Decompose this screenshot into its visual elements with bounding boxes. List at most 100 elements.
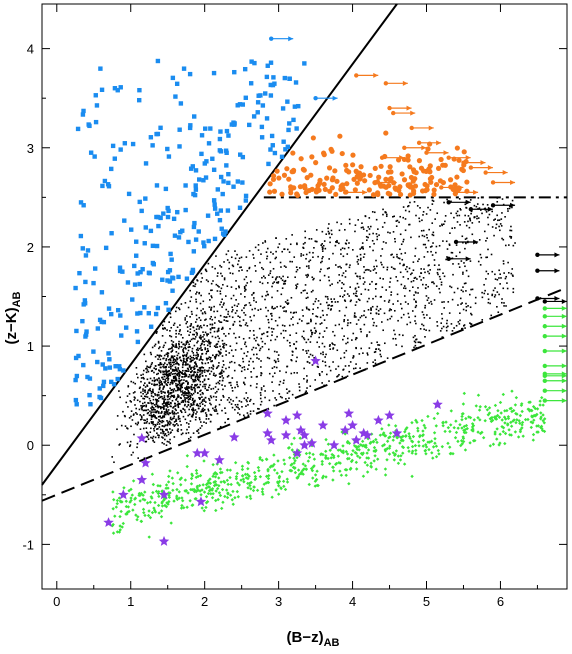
black-point — [173, 421, 176, 423]
black-point — [258, 358, 260, 360]
black-point — [501, 237, 503, 240]
black-point — [354, 288, 357, 290]
black-point — [243, 383, 246, 386]
blue-point — [211, 70, 217, 76]
green-point — [408, 436, 412, 441]
black-point — [170, 379, 173, 382]
black-point — [459, 297, 462, 300]
black-point — [190, 338, 193, 341]
green-point — [230, 498, 234, 502]
black-point — [156, 404, 159, 407]
blue-point — [86, 122, 91, 127]
black-point — [181, 382, 184, 385]
black-point — [348, 242, 350, 244]
black-point — [197, 340, 199, 343]
black-point — [187, 349, 190, 352]
black-point — [271, 285, 273, 288]
green-point — [290, 442, 294, 446]
black-point — [145, 393, 148, 396]
green-point — [501, 392, 505, 397]
black-point — [325, 301, 328, 304]
black-point — [228, 267, 230, 270]
limit-arrows — [269, 36, 567, 404]
black-point — [134, 404, 136, 406]
green-limit-arrowhead — [561, 363, 567, 369]
green-point — [385, 439, 390, 443]
black-point — [258, 349, 261, 352]
blue-point — [154, 183, 160, 188]
black-point — [331, 283, 333, 285]
black-point — [157, 411, 160, 413]
black-point — [204, 312, 207, 315]
black-point — [289, 260, 291, 263]
blue-point — [240, 102, 246, 107]
black-point — [409, 201, 411, 204]
black-point — [502, 238, 505, 241]
black-point — [432, 234, 435, 237]
black-point — [233, 320, 236, 323]
green-point — [211, 492, 215, 496]
black-point — [157, 436, 160, 439]
black-point — [215, 382, 218, 385]
black-point — [182, 351, 185, 354]
green-point — [142, 510, 146, 515]
black-point — [256, 357, 258, 359]
black-point — [222, 377, 225, 379]
black-point — [484, 209, 487, 211]
black-point — [452, 273, 454, 276]
black-point — [190, 356, 193, 359]
green-point — [431, 456, 435, 460]
blue-point — [106, 306, 112, 311]
blue-point — [106, 351, 111, 356]
black-point — [296, 268, 299, 271]
black-point — [495, 223, 498, 226]
orange-point — [405, 182, 411, 188]
black-point — [180, 303, 183, 305]
black-point — [124, 425, 127, 427]
black-limit-arrowhead — [554, 268, 560, 274]
black-point — [375, 265, 378, 268]
green-point — [150, 472, 155, 476]
green-point — [287, 445, 291, 450]
black-point — [218, 373, 221, 375]
black-point — [234, 336, 237, 339]
black-point — [394, 237, 396, 240]
green-point — [282, 484, 286, 489]
black-point — [240, 324, 242, 327]
orange-point — [271, 188, 278, 194]
black-point — [153, 408, 155, 411]
black-point — [191, 378, 194, 381]
green-point — [519, 403, 524, 407]
black-point — [205, 279, 208, 281]
blue-point — [220, 191, 225, 197]
black-point — [327, 227, 329, 230]
black-point — [278, 316, 281, 319]
blue-point — [206, 141, 212, 146]
orange-point — [413, 170, 419, 176]
black-point — [306, 379, 309, 382]
green-point — [234, 474, 239, 479]
black-point — [210, 309, 212, 311]
black-point — [144, 419, 147, 422]
black-point — [163, 396, 166, 399]
black-point — [158, 423, 161, 425]
black-point — [225, 253, 228, 256]
black-point — [204, 311, 206, 313]
black-point — [305, 257, 307, 260]
black-point — [219, 292, 222, 295]
green-point — [336, 454, 341, 458]
black-point — [174, 379, 176, 382]
black-point — [205, 375, 207, 377]
orange-point — [454, 145, 460, 151]
green-point — [385, 458, 389, 462]
green-point — [454, 419, 458, 423]
black-point — [218, 362, 220, 364]
blue-point — [212, 202, 217, 207]
black-point — [152, 421, 154, 423]
blue-point — [192, 220, 197, 226]
black-point — [440, 281, 443, 284]
blue-point — [168, 251, 173, 257]
black-point — [195, 314, 198, 317]
black-point — [304, 391, 307, 394]
black-point — [253, 299, 255, 302]
